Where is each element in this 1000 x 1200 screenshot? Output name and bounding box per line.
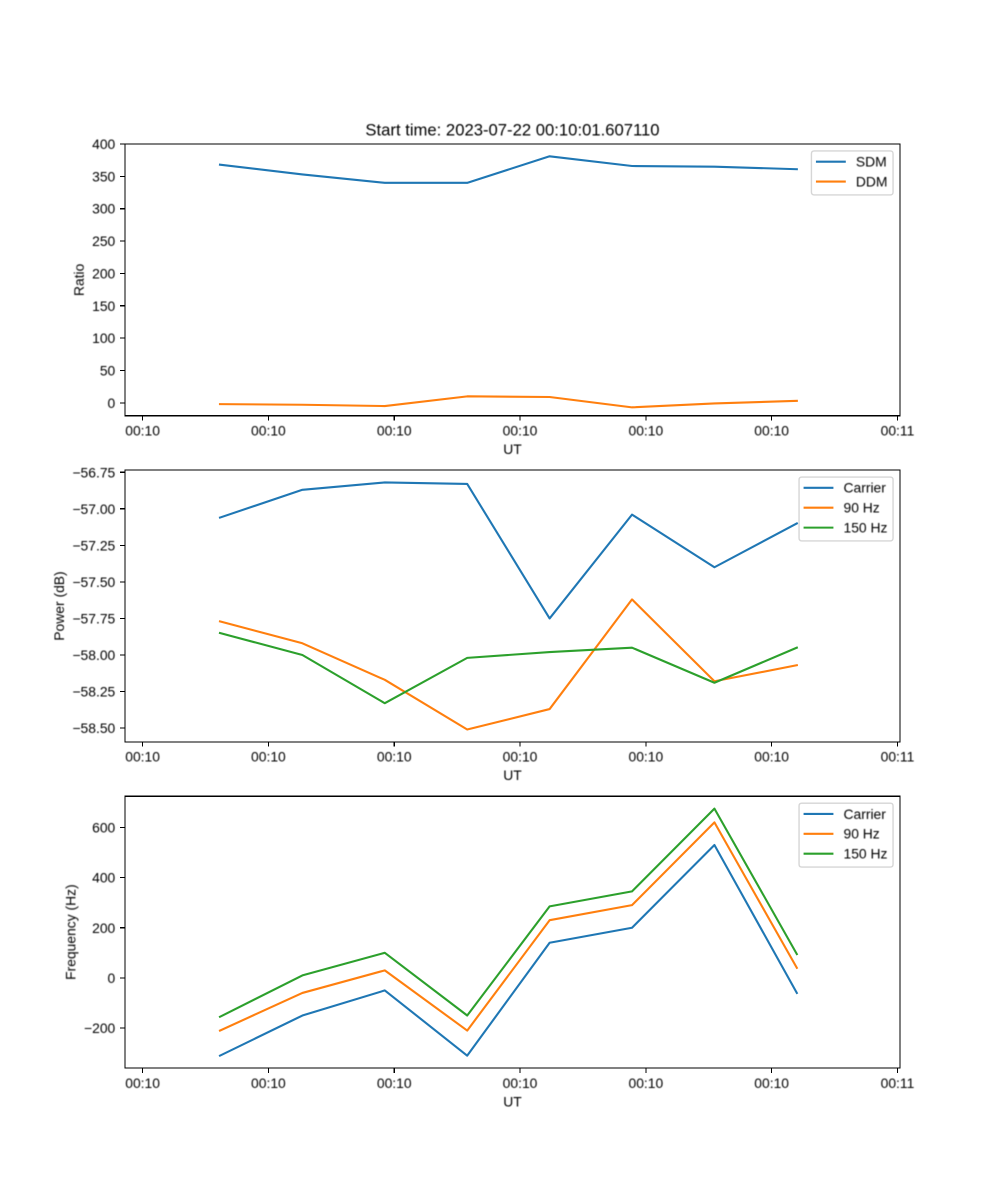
- svg-text:−57.00: −57.00: [72, 501, 115, 517]
- svg-text:UT: UT: [503, 441, 522, 457]
- svg-text:300: 300: [92, 201, 115, 217]
- svg-text:00:10: 00:10: [377, 423, 412, 439]
- svg-text:150 Hz: 150 Hz: [843, 519, 887, 535]
- svg-text:−57.75: −57.75: [72, 610, 115, 626]
- svg-text:150: 150: [92, 298, 115, 314]
- svg-text:DDM: DDM: [856, 173, 888, 189]
- svg-text:350: 350: [92, 168, 115, 184]
- svg-text:Ratio: Ratio: [71, 263, 87, 296]
- svg-text:400: 400: [92, 136, 115, 152]
- svg-text:00:10: 00:10: [251, 423, 286, 439]
- svg-text:Carrier: Carrier: [843, 480, 886, 496]
- svg-text:−58.25: −58.25: [72, 684, 115, 700]
- svg-text:00:10: 00:10: [503, 423, 538, 439]
- svg-text:00:10: 00:10: [628, 749, 663, 765]
- svg-text:00:10: 00:10: [377, 749, 412, 765]
- svg-text:Frequency (Hz): Frequency (Hz): [63, 884, 79, 980]
- svg-text:00:10: 00:10: [377, 1075, 412, 1091]
- svg-text:00:10: 00:10: [628, 423, 663, 439]
- svg-text:0: 0: [108, 970, 116, 986]
- svg-text:−57.50: −57.50: [72, 574, 115, 590]
- svg-text:00:10: 00:10: [754, 423, 789, 439]
- svg-text:00:10: 00:10: [503, 749, 538, 765]
- svg-text:00:10: 00:10: [503, 1075, 538, 1091]
- svg-text:−57.25: −57.25: [72, 537, 115, 553]
- svg-text:00:10: 00:10: [125, 423, 160, 439]
- svg-text:00:10: 00:10: [125, 1075, 160, 1091]
- svg-text:00:10: 00:10: [251, 1075, 286, 1091]
- svg-text:600: 600: [92, 819, 115, 835]
- svg-text:00:10: 00:10: [628, 1075, 663, 1091]
- svg-text:−200: −200: [84, 1020, 116, 1036]
- svg-text:−56.75: −56.75: [72, 464, 115, 480]
- svg-text:00:11: 00:11: [881, 423, 915, 439]
- svg-text:SDM: SDM: [856, 154, 887, 170]
- svg-text:Power (dB): Power (dB): [51, 571, 67, 640]
- svg-text:UT: UT: [503, 767, 522, 783]
- svg-text:00:10: 00:10: [251, 749, 286, 765]
- svg-text:00:10: 00:10: [754, 1075, 789, 1091]
- svg-text:00:11: 00:11: [881, 749, 915, 765]
- svg-text:UT: UT: [503, 1093, 522, 1109]
- svg-text:00:10: 00:10: [754, 749, 789, 765]
- svg-text:0: 0: [108, 395, 116, 411]
- svg-text:−58.50: −58.50: [72, 720, 115, 736]
- svg-text:Carrier: Carrier: [843, 806, 886, 822]
- svg-text:90 Hz: 90 Hz: [843, 500, 879, 516]
- svg-text:200: 200: [92, 265, 115, 281]
- svg-text:250: 250: [92, 233, 115, 249]
- svg-text:50: 50: [100, 363, 116, 379]
- svg-text:150 Hz: 150 Hz: [843, 846, 887, 862]
- svg-text:90 Hz: 90 Hz: [843, 826, 879, 842]
- svg-text:00:10: 00:10: [125, 749, 160, 765]
- svg-text:−58.00: −58.00: [72, 647, 115, 663]
- svg-text:200: 200: [92, 920, 115, 936]
- svg-text:100: 100: [92, 330, 115, 346]
- svg-text:Start time: 2023-07-22 00:10:0: Start time: 2023-07-22 00:10:01.607110: [365, 121, 659, 140]
- svg-text:400: 400: [92, 870, 115, 886]
- svg-text:00:11: 00:11: [881, 1075, 915, 1091]
